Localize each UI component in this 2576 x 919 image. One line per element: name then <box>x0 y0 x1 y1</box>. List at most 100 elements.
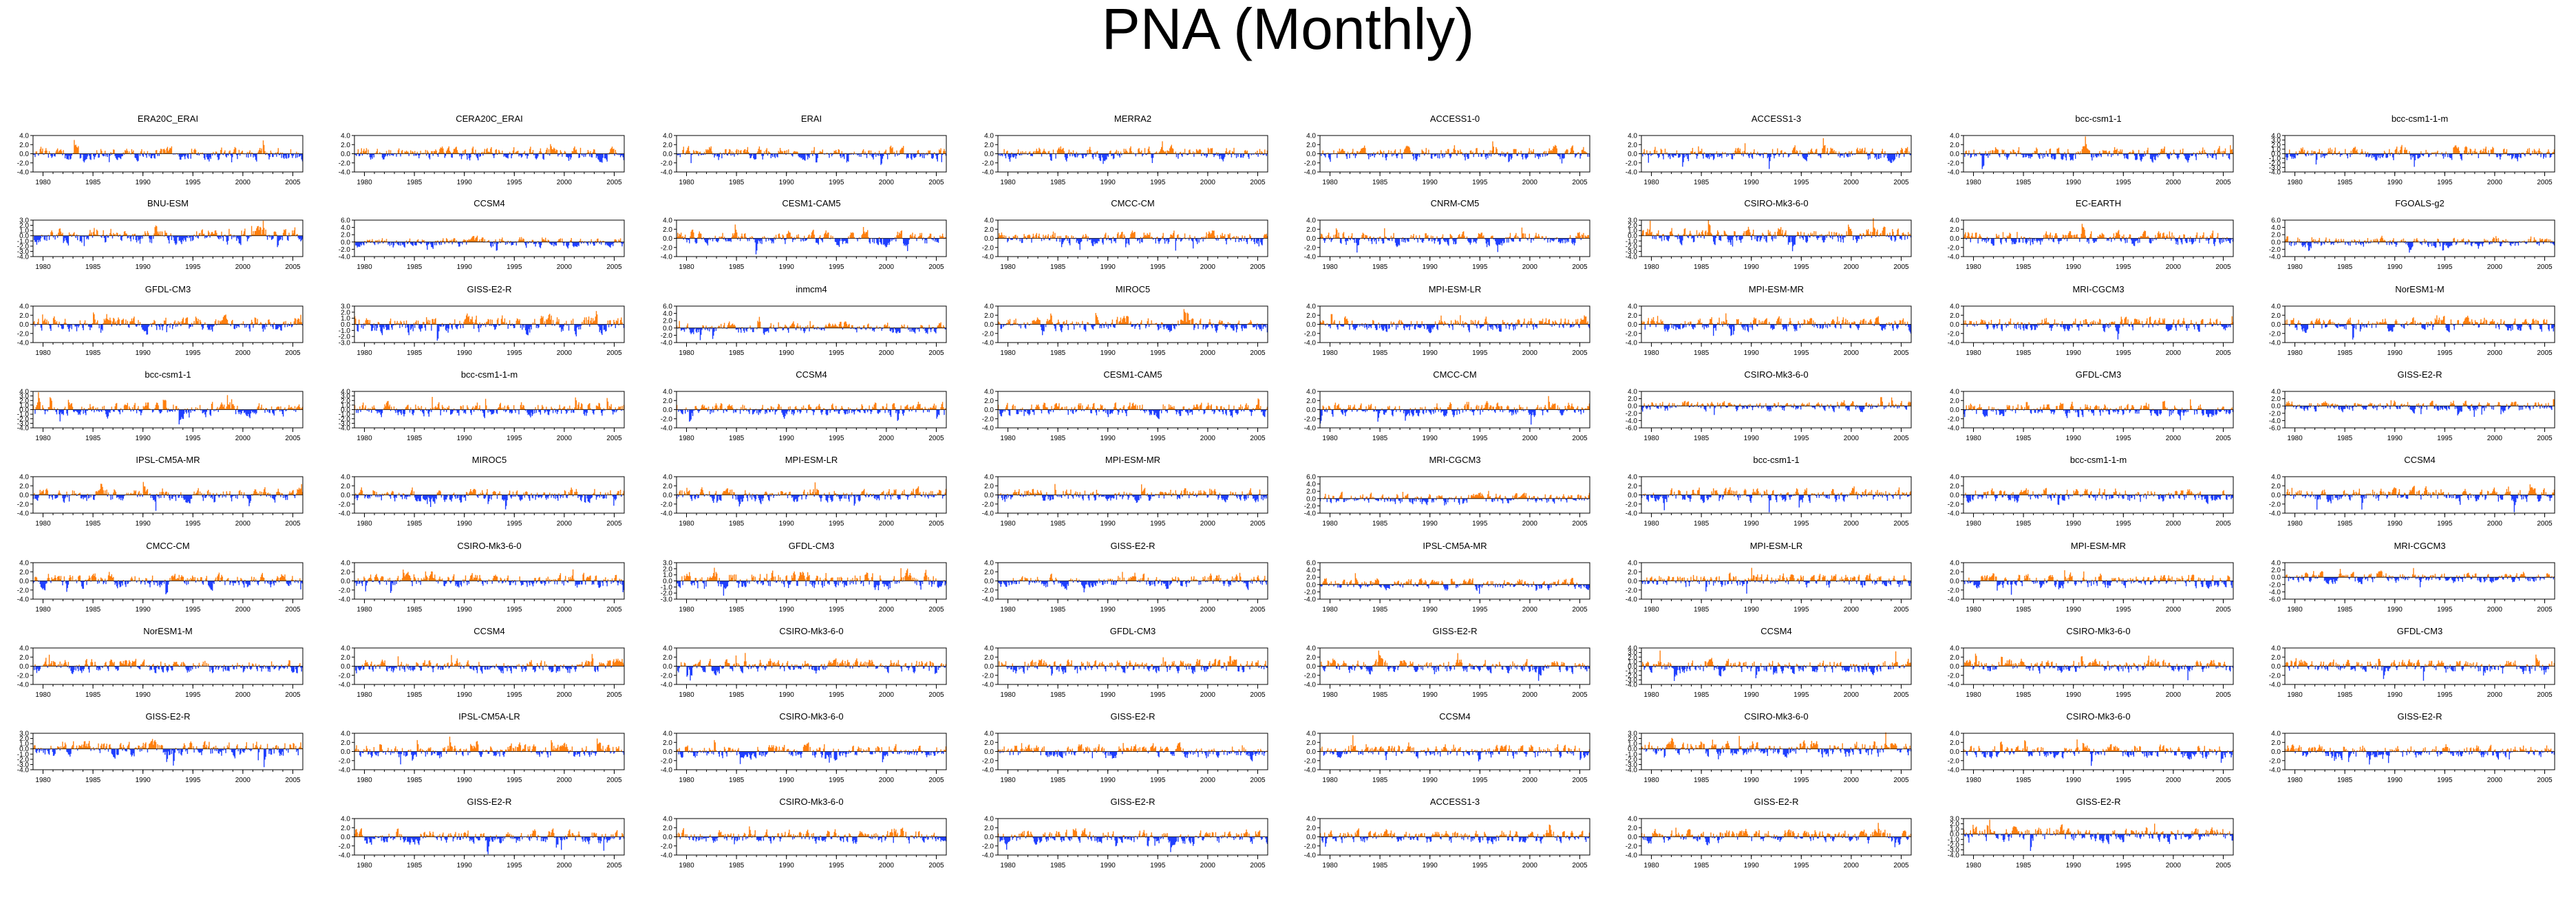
y-tick-label: 4.0 <box>1628 303 1637 311</box>
positive-anomaly-series <box>1322 573 1584 585</box>
x-tick-label: 1980 <box>1322 349 1338 357</box>
y-tick-label: 0.0 <box>2271 239 2281 246</box>
x-tick-label: 1990 <box>457 777 473 784</box>
x-tick-label: 2005 <box>1572 263 1588 271</box>
y-tick-label: 0.0 <box>984 235 994 243</box>
x-tick-label: 1985 <box>1372 263 1388 271</box>
x-tick-label: 2005 <box>285 179 301 186</box>
x-tick-label: 1995 <box>1793 777 1809 784</box>
y-tick-label: -2.0 <box>2269 246 2281 254</box>
y-tick-label: -4.0 <box>2269 169 2281 177</box>
y-tick-label: 0.0 <box>663 235 672 243</box>
y-tick-label: 2.0 <box>19 569 29 576</box>
y-tick-label: -4.0 <box>17 767 30 775</box>
x-tick-label: 1985 <box>407 179 423 186</box>
y-tick-label: 4.0 <box>1306 133 1316 140</box>
x-tick-label: 1995 <box>1150 435 1166 442</box>
x-tick-label: 1980 <box>35 349 51 357</box>
x-tick-label: 2000 <box>2166 349 2182 357</box>
x-tick-label: 2005 <box>606 179 622 186</box>
y-tick-label: 4.0 <box>1306 303 1316 311</box>
y-tick-label: 0.0 <box>663 151 672 158</box>
y-tick-label: -2.0 <box>1626 330 1638 338</box>
panel: bcc-csm1-1-m 4.02.0 0.0 -2.0 -4.0 1980 1985 199… <box>1948 455 2234 528</box>
x-tick-label: 1980 <box>1322 862 1338 869</box>
y-tick-label: 2.0 <box>19 735 29 743</box>
negative-anomaly-series <box>1963 495 2234 506</box>
negative-anomaly-series <box>1323 751 1589 761</box>
x-tick-label: 2000 <box>235 777 251 784</box>
panel-title: CSIRO-Mk3-6-0 <box>1744 711 1808 722</box>
x-tick-label: 2000 <box>1200 691 1216 699</box>
y-tick-label: -4.0 <box>17 169 30 177</box>
y-tick-label: -6.0 <box>1626 425 1638 433</box>
panel-frame <box>1319 476 1590 514</box>
y-tick-label: -4.0 <box>1304 596 1317 604</box>
y-tick-label: -4.0 <box>1948 169 1960 177</box>
x-tick-label: 1990 <box>457 349 473 357</box>
negative-anomaly-series <box>1000 324 1268 336</box>
y-tick-label: 4.0 <box>984 731 994 738</box>
positive-anomaly-series <box>677 482 947 495</box>
x-tick-label: 2000 <box>2487 179 2503 186</box>
x-tick-label: 1995 <box>185 777 201 784</box>
x-tick-label: 2005 <box>2215 862 2231 869</box>
x-tick-label: 1995 <box>829 263 844 271</box>
panel-title: FGOALS-g2 <box>2395 198 2445 208</box>
x-tick-label: 1995 <box>1150 606 1166 614</box>
x-tick-label: 1980 <box>1966 520 1981 528</box>
x-tick-label: 1985 <box>2016 179 2032 186</box>
x-tick-label: 2000 <box>879 435 895 442</box>
panel: IPSL-CM5A-MR 6.04.02.00.0-2.0-4.0 1980 1985… <box>1304 541 1590 614</box>
positive-anomaly-series <box>1641 218 1910 236</box>
y-tick-label: 4.0 <box>663 731 672 738</box>
x-tick-label: 1980 <box>1322 263 1338 271</box>
negative-anomaly-series <box>363 836 625 854</box>
negative-anomaly-series <box>1964 153 2231 169</box>
positive-anomaly-series <box>34 654 301 667</box>
x-tick-label: 1980 <box>2287 691 2303 699</box>
y-tick-label: 2.0 <box>984 226 994 234</box>
positive-anomaly-series <box>1003 141 1268 154</box>
y-tick-label: -2.0 <box>2269 757 2281 765</box>
positive-anomaly-series <box>997 309 1263 325</box>
x-tick-label: 1980 <box>1643 349 1659 357</box>
panel: GISS-E2-R 4.0 2.0 0.0 -2.0 -4.0 1980 1985 1990 19… <box>982 541 1268 614</box>
y-tick-label: -4.0 <box>982 510 994 518</box>
negative-anomaly-series <box>34 324 304 335</box>
y-tick-label: 2.0 <box>341 569 350 576</box>
panel: GISS-E2-R 4.0 2.0 0.0 -2.0 -4.0 1980 1985 1990 19… <box>339 797 625 869</box>
negative-anomaly-series <box>32 153 304 163</box>
x-tick-label: 2000 <box>2166 520 2182 528</box>
panel: CESM1-CAM5 4.0 2.0 0.0-2.0 -4.0 1980 1985 1990 1… <box>982 369 1268 442</box>
negative-anomaly-series <box>1000 666 1268 676</box>
y-tick-label: 0.0 <box>341 748 350 756</box>
figure-title: PNA (Monthly) <box>1101 0 1475 61</box>
x-tick-label: 1985 <box>1694 349 1710 357</box>
y-tick-label: -4.0 <box>1626 510 1638 518</box>
y-tick-label: -4.0 <box>1948 852 1960 860</box>
positive-anomaly-series <box>354 235 621 242</box>
positive-anomaly-series <box>35 140 299 154</box>
y-tick-label: -2.0 <box>1948 841 1960 849</box>
x-tick-label: 2005 <box>1572 862 1588 869</box>
y-tick-label: -2.0 <box>1304 160 1317 167</box>
positive-anomaly-series <box>2284 654 2555 667</box>
x-tick-label: 1990 <box>2387 520 2403 528</box>
x-tick-label: 1980 <box>1000 263 1016 271</box>
y-tick-label: -2.0 <box>2269 330 2281 338</box>
panel: MPI-ESM-MR 4.02.00.0-2.0 -4.0 1980 1985 1990 1… <box>1626 284 1912 357</box>
x-tick-label: 1995 <box>1472 179 1488 186</box>
x-tick-label: 2000 <box>1522 862 1538 869</box>
y-tick-label: 6.0 <box>1306 560 1316 567</box>
x-tick-label: 1995 <box>2116 862 2131 869</box>
panel-title: CERA20C_ERAI <box>456 113 523 124</box>
x-tick-label: 1995 <box>1150 862 1166 869</box>
x-tick-label: 1985 <box>407 435 423 442</box>
y-tick-label: -2.0 <box>17 160 30 167</box>
y-tick-label: 2.0 <box>984 569 994 576</box>
y-tick-label: -4.0 <box>339 852 351 860</box>
positive-anomaly-series <box>1963 224 2228 239</box>
positive-anomaly-series <box>1319 314 1588 325</box>
x-tick-label: 1980 <box>679 179 694 186</box>
